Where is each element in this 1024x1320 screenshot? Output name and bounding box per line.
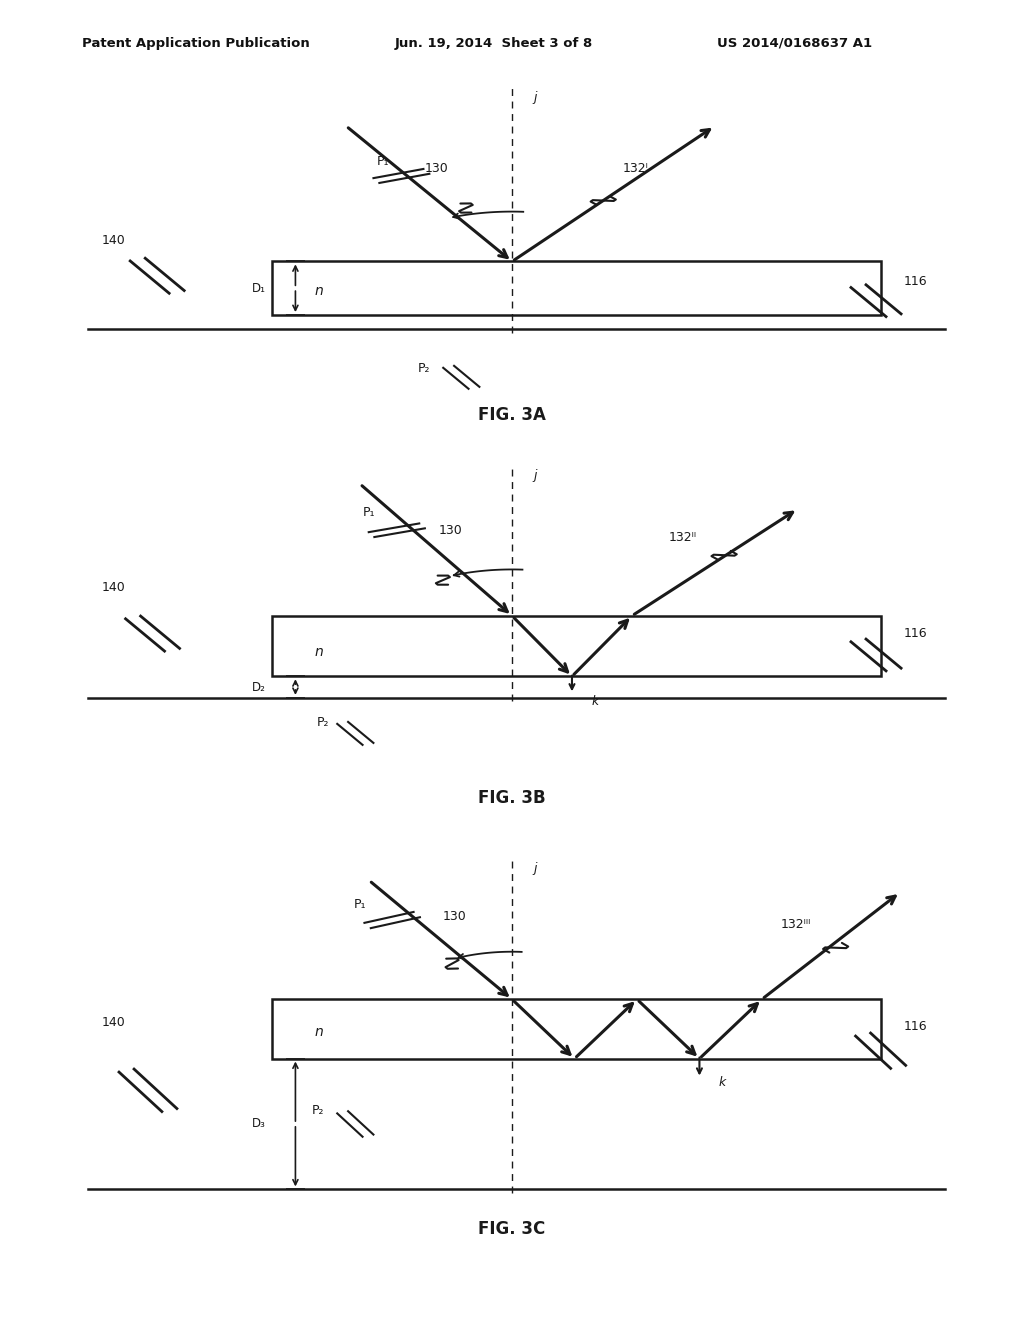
Text: 116: 116 (904, 275, 928, 288)
Text: P₁: P₁ (377, 156, 389, 168)
Text: FIG. 3A: FIG. 3A (478, 405, 546, 424)
Text: P₂: P₂ (312, 1104, 325, 1117)
Text: P₂: P₂ (316, 717, 330, 729)
Text: 132ᴵᴵ: 132ᴵᴵ (669, 531, 697, 544)
Text: n: n (314, 1024, 323, 1039)
Bar (272, 999, 881, 1059)
Text: j: j (534, 862, 537, 875)
Text: 130: 130 (438, 524, 462, 537)
Text: 140: 140 (102, 1016, 126, 1030)
Text: D₃: D₃ (252, 1118, 265, 1130)
Text: j: j (534, 91, 537, 104)
Text: P₁: P₁ (362, 506, 376, 519)
Text: n: n (314, 645, 323, 659)
Text: FIG. 3B: FIG. 3B (478, 788, 546, 807)
Text: j: j (534, 469, 537, 482)
Text: P₂: P₂ (418, 362, 431, 375)
Text: k: k (592, 694, 599, 708)
Text: 140: 140 (102, 234, 126, 247)
Text: Patent Application Publication: Patent Application Publication (82, 37, 309, 50)
Text: 132ᴵ: 132ᴵ (623, 162, 648, 176)
Text: P₁: P₁ (353, 898, 367, 911)
Text: 132ᴵᴵᴵ: 132ᴵᴵᴵ (780, 917, 811, 931)
Text: Jun. 19, 2014  Sheet 3 of 8: Jun. 19, 2014 Sheet 3 of 8 (394, 37, 593, 50)
Text: D₂: D₂ (252, 681, 265, 693)
Text: D₁: D₁ (252, 281, 265, 294)
Text: 130: 130 (425, 162, 449, 176)
Text: n: n (314, 284, 323, 298)
Bar (272, 261, 881, 315)
Text: FIG. 3C: FIG. 3C (478, 1220, 546, 1238)
Text: k: k (719, 1076, 726, 1089)
Text: 116: 116 (904, 1020, 928, 1034)
Text: 116: 116 (904, 627, 928, 640)
Text: 130: 130 (442, 909, 467, 923)
Text: US 2014/0168637 A1: US 2014/0168637 A1 (717, 37, 871, 50)
Bar (272, 615, 881, 676)
Text: 140: 140 (102, 581, 126, 594)
